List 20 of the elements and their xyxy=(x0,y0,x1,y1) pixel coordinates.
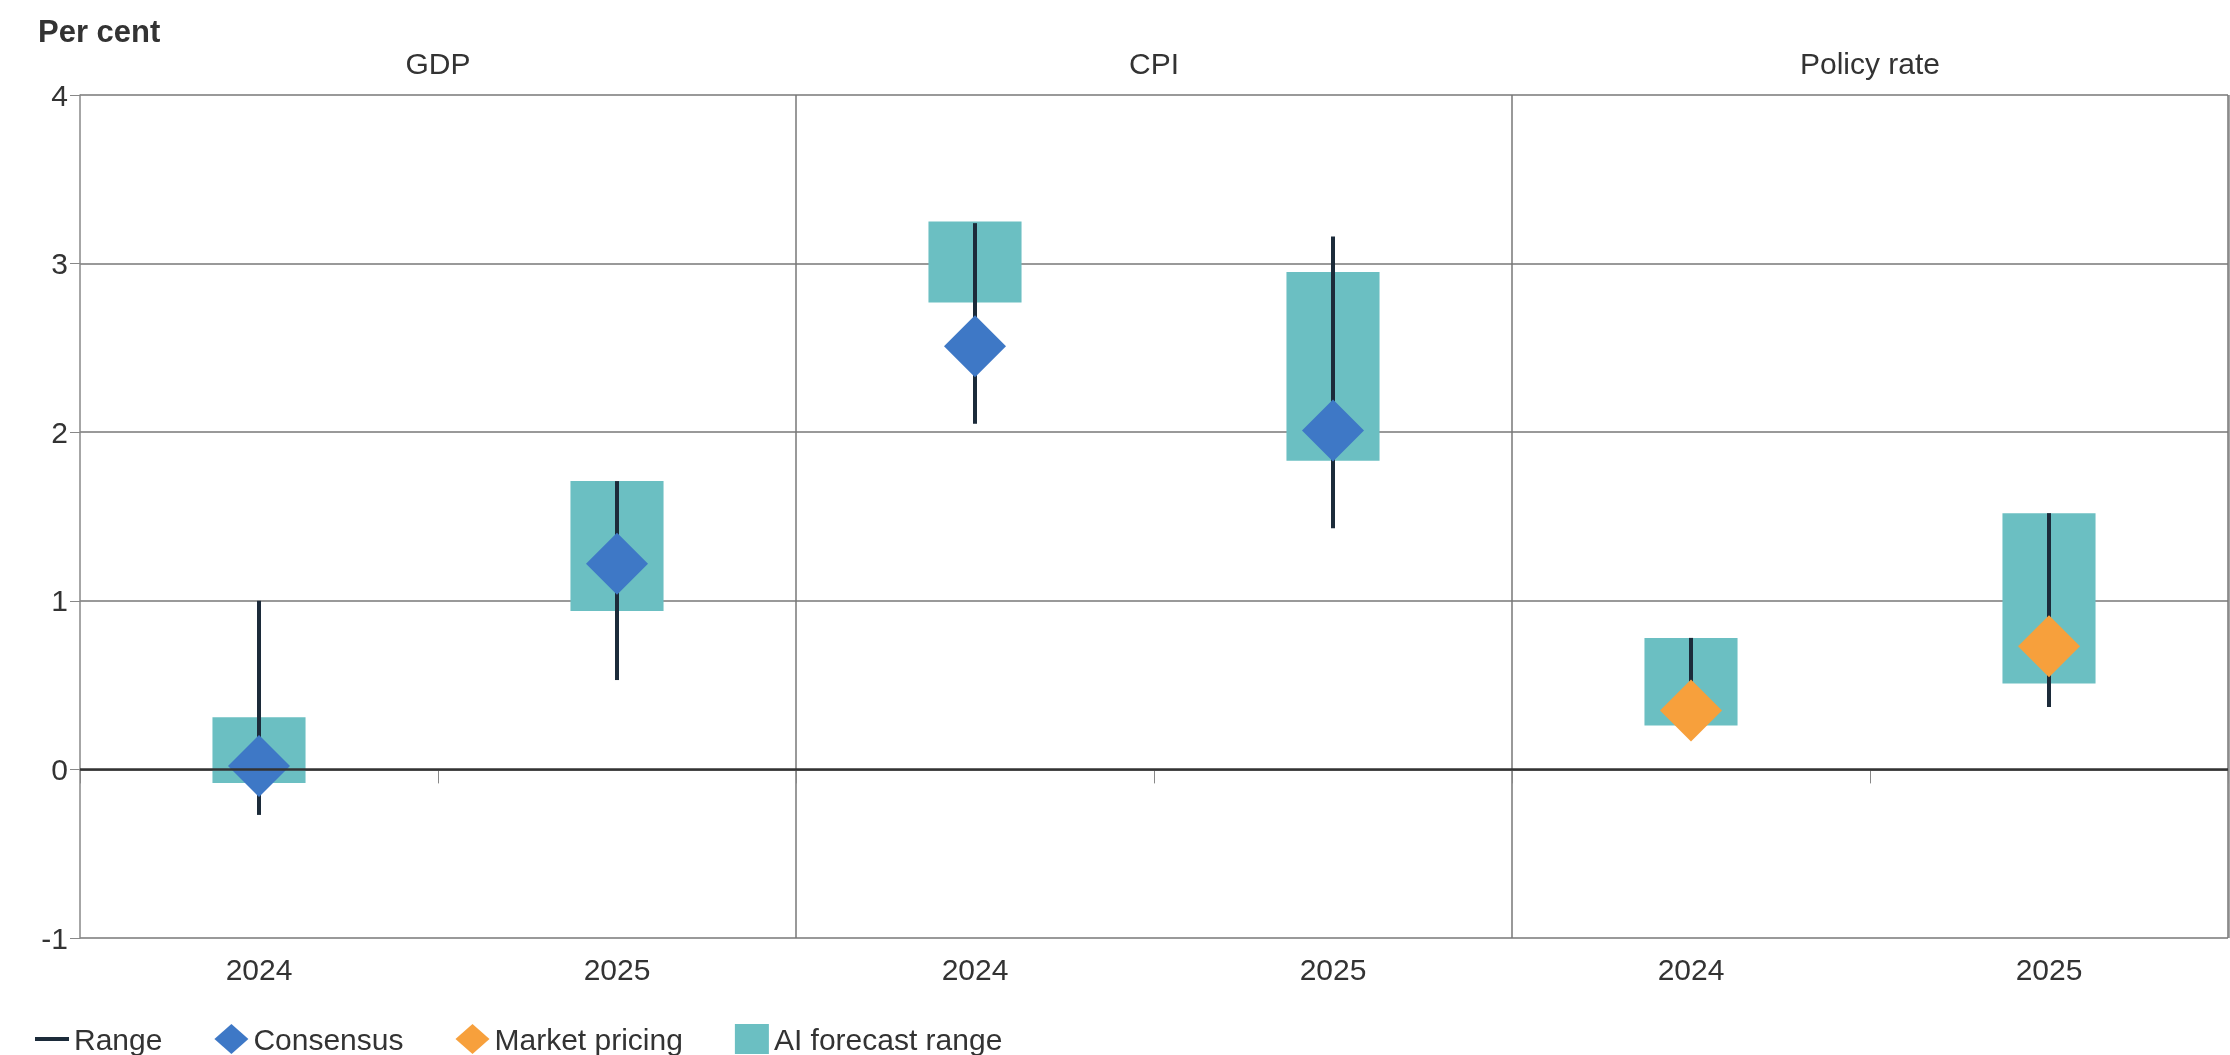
x-tick-label: 2024 xyxy=(941,952,1009,986)
legend-label: AI forecast range xyxy=(773,1022,1003,1055)
x-tick-label: 2024 xyxy=(225,952,293,986)
y-tick-label: 4 xyxy=(51,78,68,112)
x-tick-label: 2025 xyxy=(1299,952,1367,986)
text: GDP xyxy=(405,46,471,80)
legend-label: Range xyxy=(74,1022,163,1055)
y-tick-label: 3 xyxy=(51,247,68,281)
x-tick-label: 2024 xyxy=(1657,952,1725,986)
text: CPI xyxy=(1128,46,1180,80)
y-tick-label: -1 xyxy=(41,921,68,955)
y-tick-label: 2 xyxy=(51,415,68,449)
y-tick-label: 1 xyxy=(51,584,68,618)
legend-label: Market pricing xyxy=(494,1022,683,1055)
text: Policy rate xyxy=(1799,46,1941,80)
y-tick-label: 0 xyxy=(51,752,68,786)
x-tick-label: 2025 xyxy=(583,952,651,986)
legend-label: Consensus xyxy=(253,1022,404,1055)
x-tick-label: 2025 xyxy=(2015,952,2083,986)
y-axis-title: Per cent xyxy=(38,14,161,49)
